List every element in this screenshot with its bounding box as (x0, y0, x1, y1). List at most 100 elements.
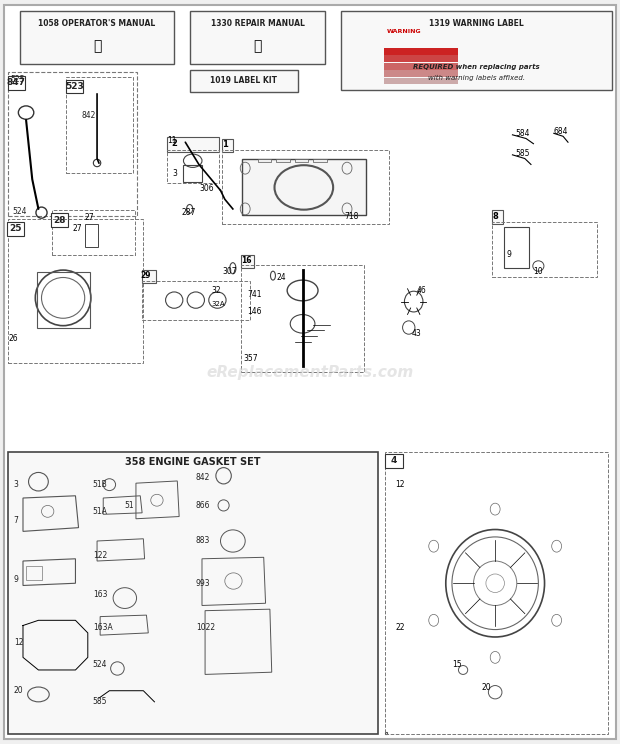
Bar (257, 159, 271, 162)
Text: 27: 27 (73, 225, 82, 234)
Bar (384, 77, 458, 84)
Text: 524: 524 (93, 660, 107, 670)
Text: 842: 842 (82, 111, 96, 120)
Bar (167, 150, 219, 183)
Bar (384, 71, 458, 77)
Text: 523: 523 (65, 82, 84, 91)
Bar (7, 452, 378, 734)
Text: 993: 993 (196, 579, 210, 588)
Text: 7: 7 (14, 516, 19, 525)
Bar (313, 159, 327, 162)
Bar (7, 72, 137, 217)
Text: 146: 146 (247, 307, 262, 315)
Bar (142, 270, 156, 283)
Text: 46: 46 (416, 286, 426, 295)
Text: 866: 866 (196, 501, 210, 510)
Text: 306: 306 (200, 184, 215, 193)
Text: 842: 842 (196, 472, 210, 482)
Text: 12: 12 (395, 480, 405, 489)
Text: 584: 584 (515, 129, 529, 138)
Text: REQUIRED when replacing parts: REQUIRED when replacing parts (414, 63, 540, 70)
Text: 20: 20 (14, 686, 24, 695)
Bar (223, 150, 389, 224)
Text: 32: 32 (211, 286, 221, 295)
Bar (52, 211, 135, 255)
Text: 12: 12 (14, 638, 23, 647)
Bar (7, 76, 25, 89)
Text: 29: 29 (141, 271, 151, 280)
Bar (276, 159, 290, 162)
Text: 1319 WARNING LABEL: 1319 WARNING LABEL (429, 19, 524, 28)
Bar (505, 228, 529, 269)
Bar (294, 159, 308, 162)
Bar (241, 265, 365, 372)
Bar (241, 255, 254, 269)
Bar (20, 11, 174, 65)
Text: 51A: 51A (93, 507, 108, 516)
Bar (184, 165, 202, 182)
Text: 1019 LABEL KIT: 1019 LABEL KIT (210, 76, 277, 86)
Text: 9: 9 (14, 575, 19, 584)
Text: 163: 163 (93, 590, 107, 599)
Bar (384, 56, 458, 62)
Text: 22: 22 (395, 623, 405, 632)
Bar (223, 138, 234, 152)
Text: 358 ENGINE GASKET SET: 358 ENGINE GASKET SET (125, 458, 260, 467)
Text: 163A: 163A (93, 623, 112, 632)
Bar (190, 11, 326, 65)
Bar (26, 566, 42, 580)
Text: eReplacementParts.com: eReplacementParts.com (206, 365, 414, 379)
Bar (385, 455, 402, 468)
Text: 524: 524 (12, 207, 27, 216)
Text: 51B: 51B (93, 480, 107, 489)
Text: 📖: 📖 (93, 39, 101, 53)
Text: 1330 REPAIR MANUAL: 1330 REPAIR MANUAL (211, 19, 304, 28)
Bar (51, 214, 68, 227)
Text: with warning labels affixed.: with warning labels affixed. (428, 74, 525, 81)
Bar (341, 11, 613, 90)
Bar (492, 222, 597, 277)
Bar (492, 211, 503, 224)
Text: 741: 741 (247, 289, 262, 298)
Text: 10: 10 (533, 267, 543, 277)
Text: 4: 4 (391, 457, 397, 466)
Bar (190, 70, 298, 92)
Text: 287: 287 (182, 208, 196, 217)
Text: 3: 3 (172, 169, 177, 178)
Bar (384, 63, 458, 70)
Bar (385, 732, 386, 734)
Bar (242, 159, 366, 215)
Text: 525: 525 (11, 74, 25, 84)
Text: 883: 883 (196, 536, 210, 545)
Text: 2: 2 (171, 139, 177, 148)
Text: 25: 25 (9, 225, 22, 234)
Text: 16: 16 (241, 257, 252, 266)
Text: 24: 24 (276, 272, 286, 282)
Bar (7, 219, 143, 363)
Text: 1: 1 (223, 140, 228, 149)
Text: 3: 3 (14, 480, 19, 489)
Text: 8: 8 (492, 212, 498, 221)
Bar (7, 222, 24, 236)
Text: 847: 847 (7, 78, 25, 88)
Text: 11: 11 (167, 136, 176, 145)
Text: 28: 28 (53, 216, 66, 225)
Text: 122: 122 (93, 551, 107, 560)
Text: 1022: 1022 (196, 623, 215, 632)
Bar (384, 48, 458, 55)
Bar (66, 77, 133, 173)
Text: 684: 684 (554, 126, 569, 135)
Text: 15: 15 (452, 660, 461, 670)
Text: WARNING: WARNING (387, 28, 422, 33)
Bar (385, 452, 608, 734)
Text: 43: 43 (412, 329, 422, 338)
Bar (37, 272, 90, 327)
Text: 357: 357 (243, 354, 258, 363)
Text: 20: 20 (482, 682, 491, 691)
Bar (66, 80, 83, 93)
Text: 585: 585 (93, 697, 107, 706)
Text: 📖: 📖 (254, 39, 262, 53)
Text: 27: 27 (85, 214, 94, 222)
Text: 718: 718 (344, 212, 358, 221)
Text: 585: 585 (515, 149, 529, 158)
